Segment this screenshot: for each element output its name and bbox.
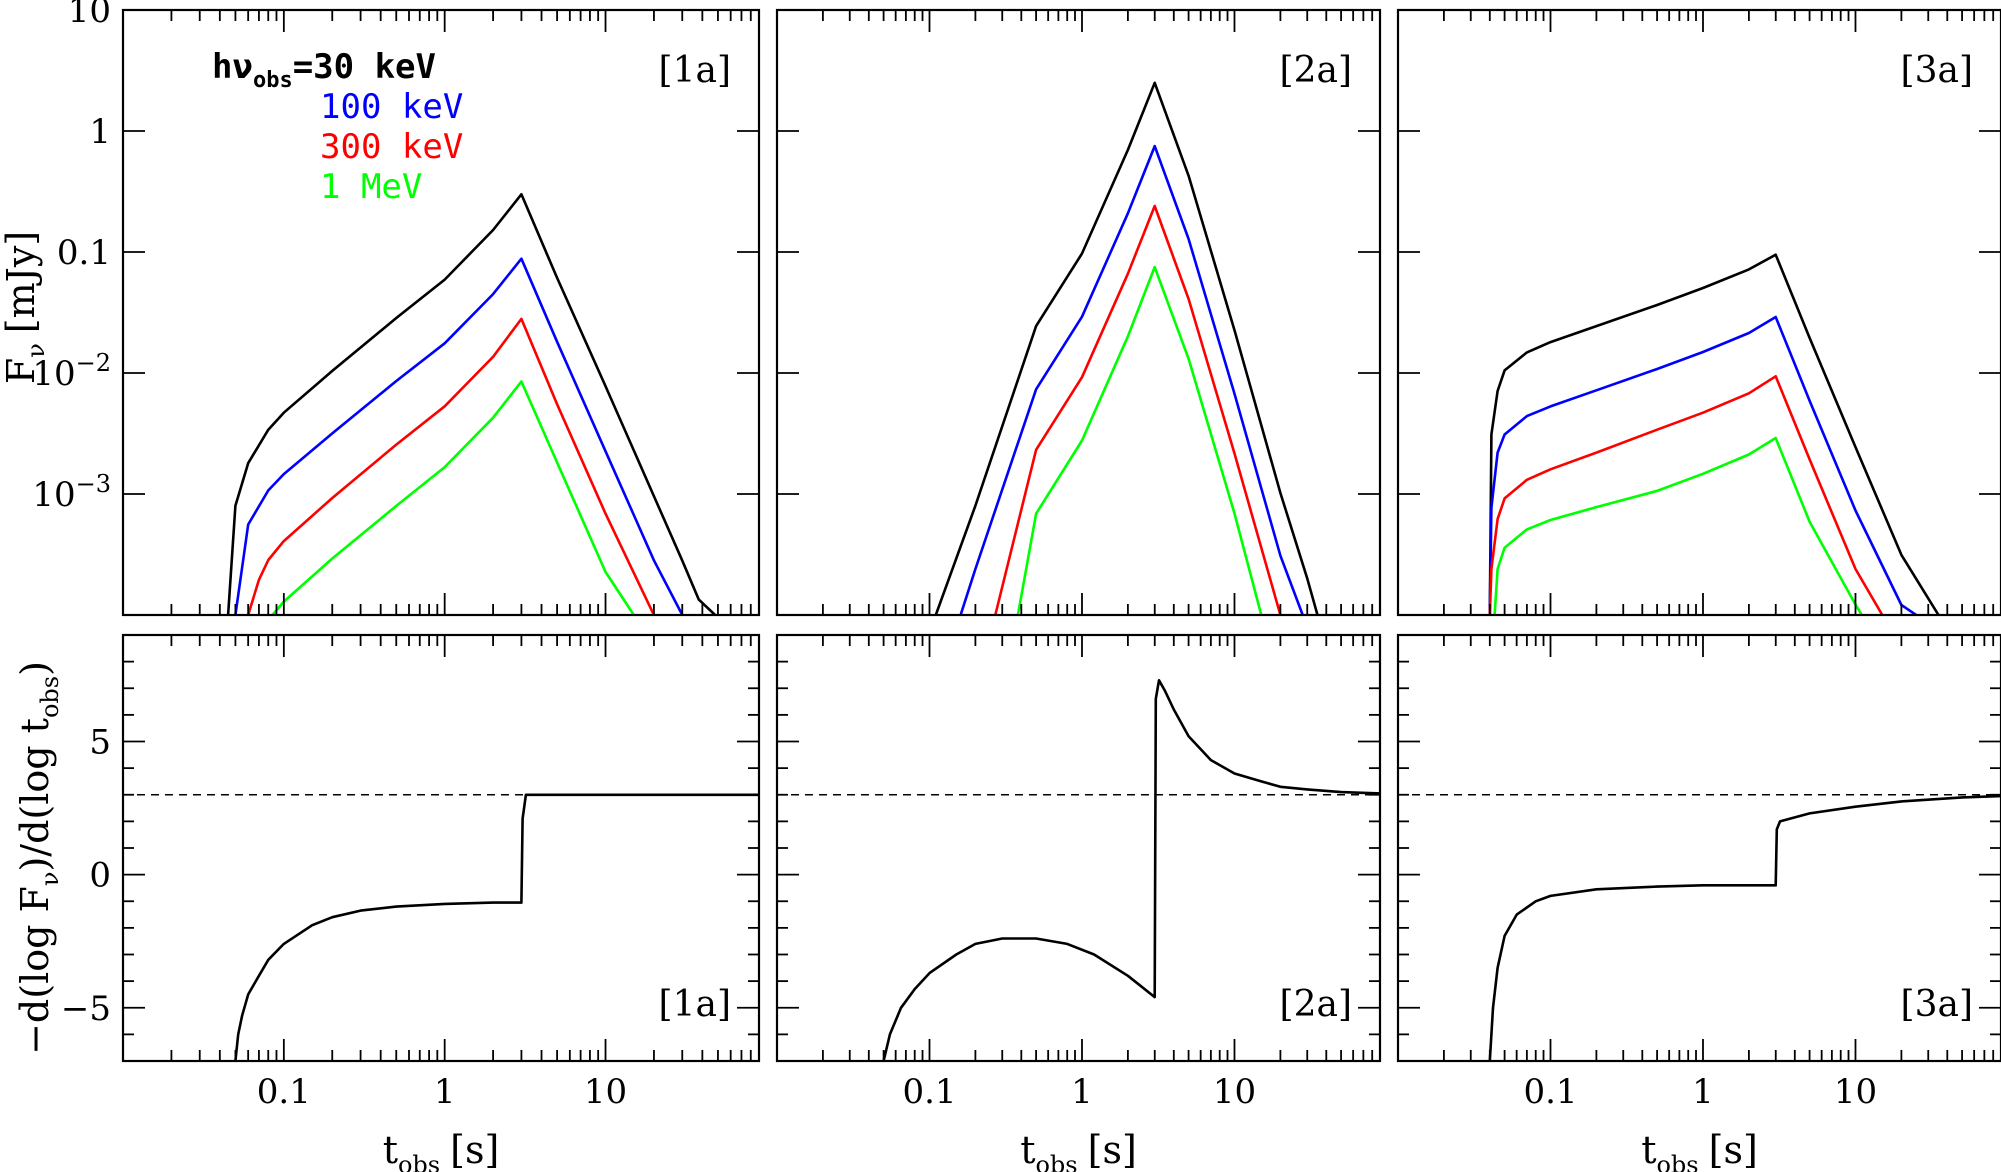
- series-line-slope-bottom-middle: [882, 679, 1380, 1061]
- series-line-30-kev-top-right: [1488, 253, 1940, 615]
- y-tick-label: 10−2: [32, 349, 111, 394]
- x-tick-label: 0.1: [1523, 1072, 1577, 1112]
- curves-layer: [123, 81, 2001, 1061]
- panel-tag-top-left: [1a]: [659, 50, 731, 91]
- series-line-100-kev-top-right: [1488, 315, 1917, 615]
- frames-layer: [121, 8, 2001, 1063]
- series-line-slope-bottom-right: [1488, 794, 2001, 1061]
- y-axis-label-flux: Fν[mJy]: [0, 231, 50, 384]
- y-tick-label: 1: [89, 112, 111, 152]
- series-line-1-mev-top-right: [1493, 436, 1863, 615]
- x-axis-label: tobs [s]: [1020, 1128, 1137, 1172]
- x-tick-label: 0.1: [257, 1072, 311, 1112]
- x-tick-label: 1: [434, 1072, 456, 1112]
- series-line-300-kev-top-left: [246, 317, 656, 615]
- series-line-30-kev-top-middle: [934, 81, 1319, 615]
- legend-entry-100-kev: 100 keV: [320, 87, 463, 127]
- x-tick-label: 10: [1213, 1072, 1256, 1112]
- legend-entry-30-kev: hνobs=30 keV: [212, 47, 436, 93]
- panel-tag-bottom-middle: [2a]: [1280, 984, 1352, 1025]
- legend-entry-1-mev: 1 MeV: [320, 167, 422, 207]
- panel-tag-top-right: [3a]: [1901, 50, 1973, 91]
- panel-tag-top-middle: [2a]: [1280, 50, 1352, 91]
- panel-tag-bottom-left: [1a]: [659, 984, 731, 1025]
- series-line-300-kev-top-right: [1488, 375, 1884, 615]
- panel-frame-top-left: [121, 8, 761, 617]
- legend-entry-300-kev: 300 keV: [320, 127, 463, 167]
- y-tick-label: 0.1: [57, 233, 111, 273]
- series-line-100-kev-top-left: [234, 257, 684, 615]
- panel-frame-top-middle: [775, 8, 1382, 617]
- series-line-300-kev-top-middle: [994, 204, 1282, 615]
- x-axis-label: tobs [s]: [383, 1128, 500, 1172]
- series-line-100-kev-top-middle: [959, 144, 1304, 615]
- x-tick-label: 10: [1834, 1072, 1877, 1112]
- y-tick-label: −5: [61, 989, 111, 1029]
- x-tick-label: 10: [584, 1072, 627, 1112]
- series-line-1-mev-top-left: [271, 380, 635, 615]
- x-tick-label: 0.1: [902, 1072, 956, 1112]
- y-tick-label: 10−3: [32, 470, 111, 515]
- series-line-30-kev-top-left: [226, 193, 716, 615]
- y-tick-label: 10: [68, 0, 111, 31]
- y-axis-label-slope: −d(log Fν)/d(log tobs): [13, 661, 64, 1055]
- series-line-slope-bottom-left: [234, 793, 759, 1061]
- x-tick-label: 1: [1692, 1072, 1714, 1112]
- series-line-1-mev-top-middle: [1016, 265, 1263, 615]
- panel-tag-bottom-right: [3a]: [1901, 984, 1973, 1025]
- x-axis-label: tobs [s]: [1641, 1128, 1758, 1172]
- panel-frame-top-right: [1396, 8, 2001, 617]
- x-tick-label: 1: [1071, 1072, 1093, 1112]
- y-tick-label: 5: [89, 723, 111, 763]
- y-tick-label: 0: [89, 856, 111, 896]
